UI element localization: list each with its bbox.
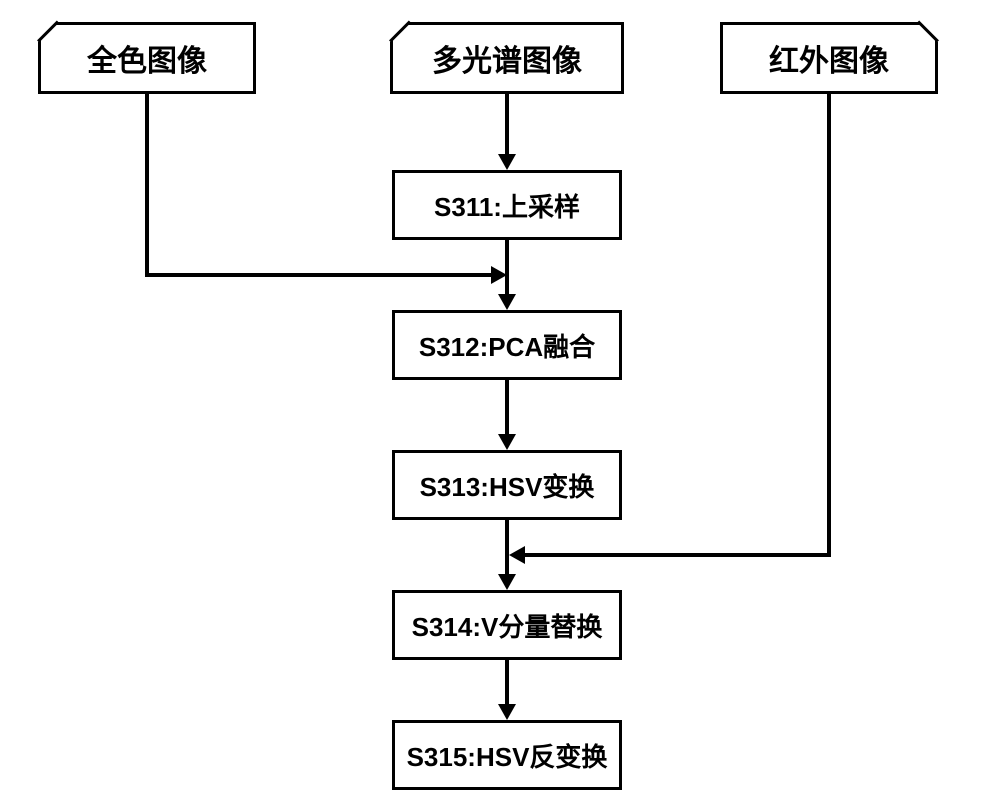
edge (505, 380, 509, 436)
process-label: S311:上采样 (434, 187, 580, 224)
process-s314: S314:V分量替换 (392, 590, 622, 660)
process-s315: S315:HSV反变换 (392, 720, 622, 790)
input-node-panchromatic: 全色图像 (38, 22, 256, 94)
edge (505, 94, 509, 156)
input-label: 全色图像 (87, 36, 207, 80)
process-s312: S312:PCA融合 (392, 310, 622, 380)
arrowhead-down-icon (498, 154, 516, 170)
edge (145, 273, 493, 277)
input-label: 多光谱图像 (432, 36, 582, 80)
arrowhead-down-icon (498, 704, 516, 720)
arrowhead-down-icon (498, 574, 516, 590)
process-label: S314:V分量替换 (412, 607, 603, 644)
arrowhead-down-icon (498, 294, 516, 310)
process-label: S313:HSV变换 (420, 467, 595, 504)
arrowhead-right-icon (491, 266, 507, 284)
edge (523, 553, 831, 557)
input-label: 红外图像 (769, 36, 889, 80)
process-s313: S313:HSV变换 (392, 450, 622, 520)
edge (145, 94, 149, 275)
process-label: S315:HSV反变换 (407, 737, 608, 774)
edge (827, 94, 831, 555)
flowchart-canvas: { "type": "flowchart", "background_color… (0, 0, 1000, 798)
edge (505, 660, 509, 706)
process-label: S312:PCA融合 (419, 327, 595, 364)
arrowhead-left-icon (509, 546, 525, 564)
process-s311: S311:上采样 (392, 170, 622, 240)
arrowhead-down-icon (498, 434, 516, 450)
input-node-multispectral: 多光谱图像 (390, 22, 624, 94)
input-node-infrared: 红外图像 (720, 22, 938, 94)
